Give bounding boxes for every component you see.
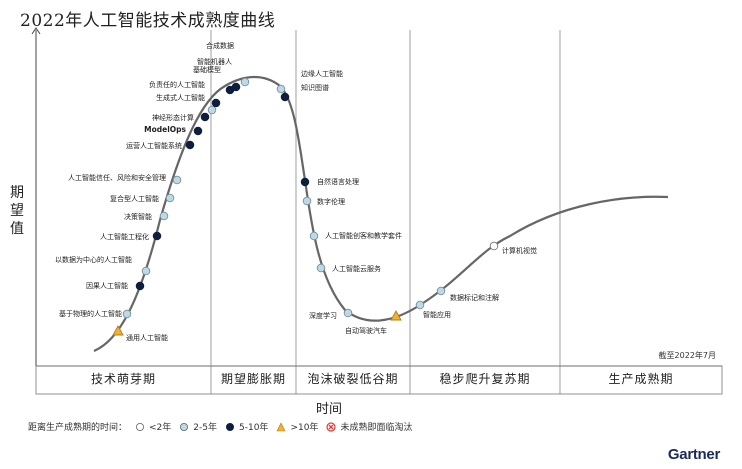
point-label: 深度学习 bbox=[309, 311, 337, 320]
triangle-icon bbox=[276, 421, 286, 431]
legend-prefix: 距离生产成熟期的时间： bbox=[28, 423, 128, 433]
y-axis-label-1: 期 bbox=[10, 185, 24, 201]
cross-icon bbox=[326, 421, 337, 432]
point-marker bbox=[193, 126, 203, 136]
point-label: 人工智能信任、风险和安全管理 bbox=[68, 173, 166, 182]
point-marker bbox=[489, 241, 499, 251]
y-axis-label-2: 望 bbox=[10, 203, 24, 219]
circle-icon bbox=[180, 422, 189, 431]
point-label: 基于物理的人工智能 bbox=[59, 309, 122, 318]
phase-trough-disillusionment: 泡沫破裂低谷期 bbox=[307, 372, 399, 386]
point-marker bbox=[302, 196, 312, 206]
point-marker bbox=[309, 231, 319, 241]
point-label: 通用人工智能 bbox=[126, 333, 168, 342]
point-label: 决策智能 bbox=[124, 212, 152, 221]
circle-icon bbox=[136, 422, 145, 431]
point-label: 计算机视觉 bbox=[502, 246, 537, 255]
as-of-date: 截至2022年7月 bbox=[658, 351, 716, 360]
point-marker bbox=[276, 84, 286, 94]
phase-dividers bbox=[210, 30, 561, 394]
point-label: ModelOps bbox=[144, 125, 186, 134]
y-axis-label-3: 值 bbox=[10, 221, 24, 237]
point-label: 智能应用 bbox=[423, 310, 451, 319]
legend-item-2to5: 2-5年 bbox=[179, 420, 217, 433]
point-marker bbox=[240, 77, 250, 87]
point-label: 生成式人工智能 bbox=[156, 93, 205, 102]
point-label: 运营人工智能系统 bbox=[126, 141, 182, 150]
point-marker bbox=[172, 175, 182, 185]
gartner-logo: Gartner bbox=[667, 446, 720, 463]
point-label: 以数据为中心的人工智能 bbox=[55, 255, 132, 264]
point-label: 数据标记和注解 bbox=[450, 293, 499, 302]
point-marker bbox=[280, 92, 290, 102]
point-marker bbox=[390, 310, 402, 321]
legend-item-5to10: 5-10年 bbox=[225, 420, 268, 433]
point-marker bbox=[231, 82, 241, 92]
chart-title: 2022年人工智能技术成熟度曲线 bbox=[20, 11, 276, 31]
point-marker bbox=[343, 308, 353, 318]
phase-innovation-trigger: 技术萌芽期 bbox=[90, 372, 156, 386]
circle-icon bbox=[226, 422, 234, 431]
point-label: 自然语言处理 bbox=[317, 177, 359, 186]
point-marker bbox=[300, 177, 310, 187]
point-label: 人工智能创客和教学套件 bbox=[325, 231, 402, 240]
phase-band bbox=[35, 365, 723, 395]
point-label: 数字伦理 bbox=[317, 197, 345, 206]
point-label: 智能机器人 bbox=[197, 57, 232, 66]
point-label: 知识图谱 bbox=[301, 83, 329, 92]
point-marker bbox=[159, 211, 169, 221]
point-label: 人工智能工程化 bbox=[100, 232, 149, 241]
point-label: 合成数据 bbox=[206, 41, 234, 50]
phase-peak-expectations: 期望膨胀期 bbox=[220, 372, 286, 386]
phase-slope-enlightenment: 稳步爬升复苏期 bbox=[439, 372, 531, 386]
point-marker bbox=[112, 325, 124, 336]
point-label: 边缘人工智能 bbox=[301, 69, 343, 78]
point-marker bbox=[415, 300, 425, 310]
phase-plateau-productivity: 生产成熟期 bbox=[608, 372, 674, 386]
point-marker bbox=[207, 105, 217, 115]
point-marker bbox=[211, 98, 221, 108]
legend-item-obsolete: 未成熟即面临淘汰 bbox=[326, 420, 412, 433]
point-marker bbox=[135, 281, 145, 291]
legend-item-lt2: <2年 bbox=[135, 420, 171, 433]
point-label: 自动驾驶汽车 bbox=[345, 326, 387, 335]
legend-item-gt10: >10年 bbox=[276, 420, 318, 433]
legend: 距离生产成熟期的时间： <2年 2-5年 5-10年 >10年 未成熟即面临淘汰 bbox=[28, 420, 412, 433]
point-label: 负责任的人工智能 bbox=[149, 80, 205, 89]
point-label: 神经形态计算 bbox=[152, 113, 194, 122]
point-marker bbox=[436, 286, 446, 296]
innovation-points bbox=[112, 77, 499, 336]
point-marker bbox=[141, 266, 151, 276]
point-label: 人工智能云服务 bbox=[332, 264, 381, 273]
innovation-labels: 通用人工智能 基于物理的人工智能 因果人工智能 以数据为中心的人工智能 人工智能工程化 决… bbox=[55, 41, 537, 342]
point-label: 复合型人工智能 bbox=[110, 194, 159, 203]
point-label: 基础模型 bbox=[193, 65, 221, 74]
point-marker bbox=[122, 309, 132, 319]
point-label: 因果人工智能 bbox=[86, 281, 128, 290]
point-marker bbox=[200, 112, 210, 122]
point-marker bbox=[152, 231, 162, 241]
x-axis-label: 时间 bbox=[316, 402, 343, 417]
point-marker bbox=[185, 140, 195, 150]
point-marker bbox=[316, 263, 326, 273]
point-marker bbox=[165, 193, 175, 203]
